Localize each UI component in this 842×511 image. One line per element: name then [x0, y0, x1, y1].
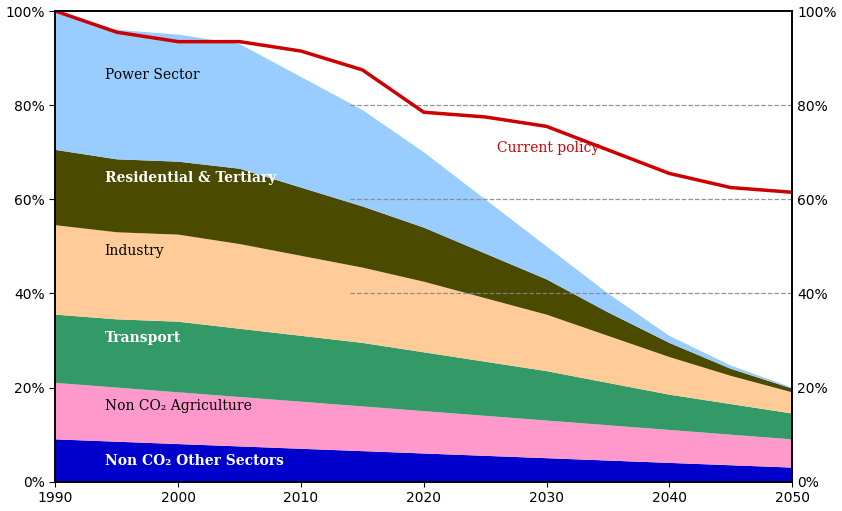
- Text: Residential & Tertiary: Residential & Tertiary: [104, 171, 276, 185]
- Text: Non CO₂ Agriculture: Non CO₂ Agriculture: [104, 400, 252, 413]
- Text: Power Sector: Power Sector: [104, 67, 200, 82]
- Text: Transport: Transport: [104, 331, 181, 345]
- Text: Non CO₂ Other Sectors: Non CO₂ Other Sectors: [104, 454, 284, 468]
- Text: Current policy: Current policy: [498, 141, 600, 154]
- Text: Industry: Industry: [104, 244, 164, 258]
